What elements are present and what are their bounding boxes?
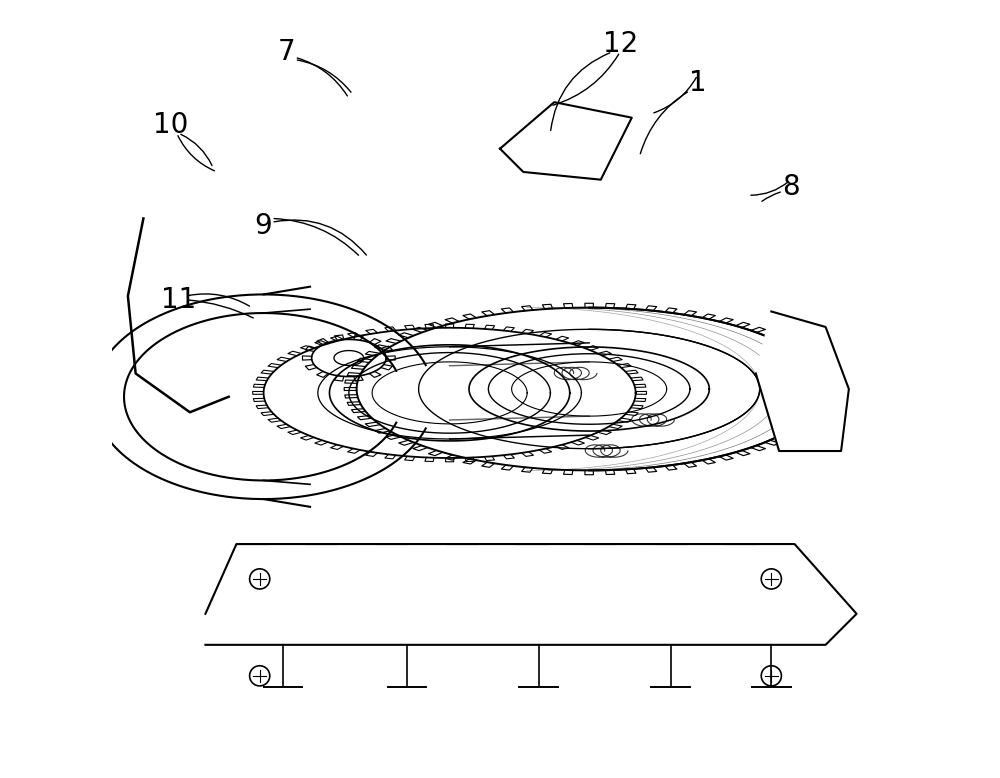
Text: 9: 9 <box>255 212 272 240</box>
Text: 7: 7 <box>278 38 296 66</box>
Polygon shape <box>500 102 632 180</box>
Polygon shape <box>756 311 849 451</box>
Polygon shape <box>205 544 857 645</box>
Text: 8: 8 <box>782 173 800 202</box>
Text: 1: 1 <box>689 68 706 96</box>
Text: 10: 10 <box>153 111 188 139</box>
Text: 11: 11 <box>161 286 196 314</box>
Text: 12: 12 <box>603 30 638 58</box>
